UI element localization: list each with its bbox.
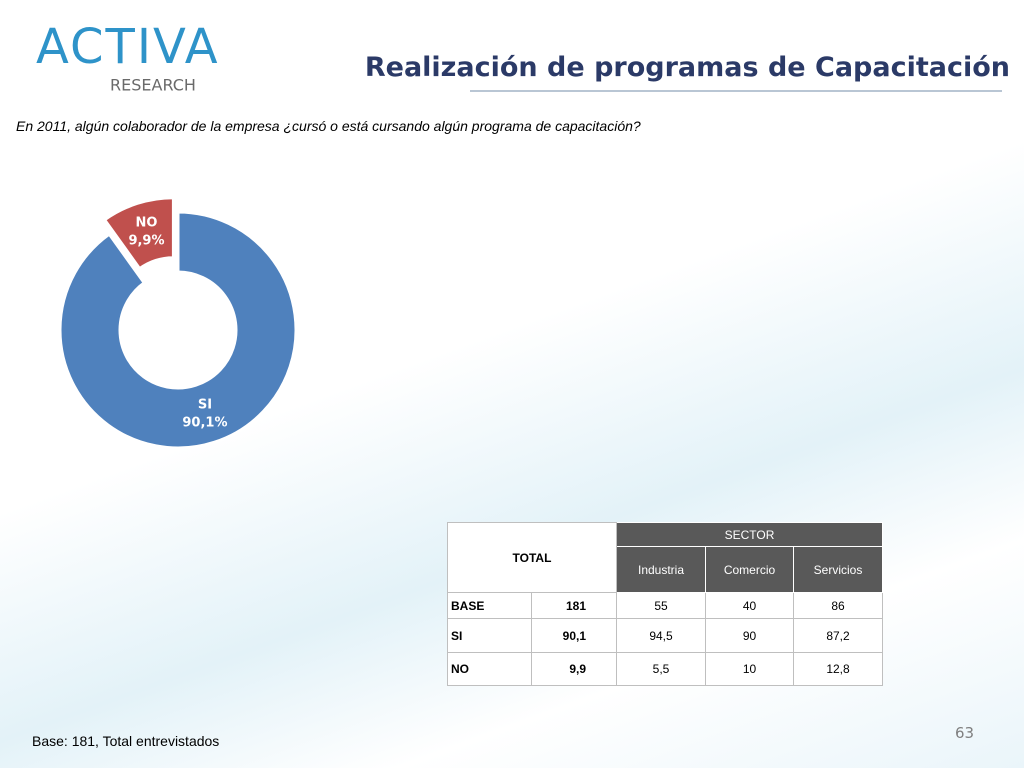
slice-value-label: 9,9% <box>128 233 164 248</box>
table-cell: 181 <box>531 592 617 619</box>
table-row: SI 90,1 94,5 90 87,2 <box>447 618 883 653</box>
table-cell: 40 <box>705 592 794 619</box>
slice-label: NO <box>136 215 158 230</box>
donut-chart: SI 90,1% NO 9,9% <box>58 196 298 450</box>
column-header: Comercio <box>705 546 794 593</box>
table-cell: 90,1 <box>531 618 617 653</box>
table-cell: 87,2 <box>793 618 883 653</box>
page-number: 63 <box>955 724 975 742</box>
table-row: NO 9,9 5,5 10 12,8 <box>447 652 883 686</box>
donut-slice <box>58 210 298 450</box>
table-cell: NO <box>447 652 532 686</box>
donut-slice <box>102 196 175 271</box>
footnote: Base: 181, Total entrevistados <box>32 733 220 749</box>
table-cell: 10 <box>705 652 794 686</box>
table-row: BASE 181 55 40 86 <box>447 592 883 619</box>
table-cell: 55 <box>616 592 706 619</box>
table-cell: 90 <box>705 618 794 653</box>
table-cell: 94,5 <box>616 618 706 653</box>
question: En 2011, algún colaborador de la empresa… <box>16 118 641 134</box>
logo-sub: RESEARCH <box>110 76 196 95</box>
title: Realización de programas de Capacitación <box>364 52 1010 83</box>
title-rule <box>470 90 1002 92</box>
table-cell: 9,9 <box>531 652 617 686</box>
table-cell: SI <box>447 618 532 653</box>
table-header: TOTAL <box>447 522 617 593</box>
slice-label: SI <box>198 397 212 412</box>
logo-text: ACTIVA <box>36 19 220 75</box>
logo: ACTIVA RESEARCH <box>36 19 220 95</box>
column-header: Industria <box>616 546 706 593</box>
slice-value-label: 90,1% <box>182 415 227 430</box>
table-header: SECTOR <box>616 522 883 547</box>
table-cell: BASE <box>447 592 532 619</box>
table-cell: 5,5 <box>616 652 706 686</box>
table-cell: 86 <box>793 592 883 619</box>
table: TOTAL SECTOR Industria Comercio Servicios … <box>447 522 883 686</box>
column-header: Servicios <box>793 546 883 593</box>
table-cell: 12,8 <box>793 652 883 686</box>
